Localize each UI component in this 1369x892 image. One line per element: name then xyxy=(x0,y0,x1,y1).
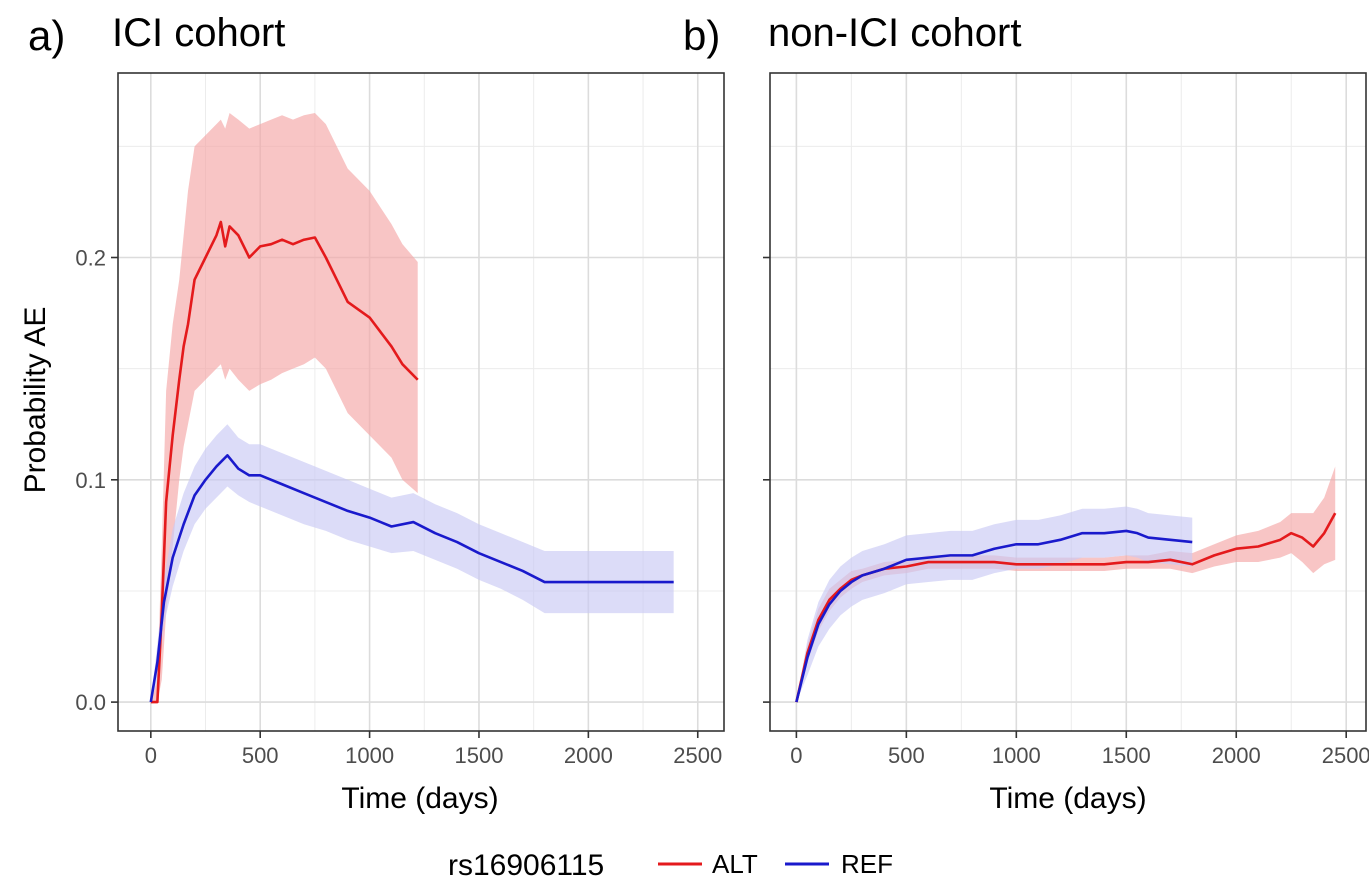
panel-title-a: ICI cohort xyxy=(112,11,285,55)
confidence-band-alt-a xyxy=(150,113,418,703)
confidence-band-ref-a xyxy=(150,424,674,703)
x-tick-label-b: 0 xyxy=(790,743,802,768)
legend: rs16906115 ALT REF xyxy=(448,849,893,882)
x-axis-title-a: Time (days) xyxy=(341,782,498,815)
x-tick-label-a: 0 xyxy=(145,743,157,768)
y-tick-label-a: 0.2 xyxy=(75,246,106,271)
plot-area-b: 0 500 1000 1500 2000 2500 xyxy=(763,72,1369,768)
x-tick-label-a: 500 xyxy=(242,743,279,768)
legend-title: rs16906115 xyxy=(448,849,604,882)
x-tick-label-b: 1500 xyxy=(1102,743,1151,768)
y-tick-label-a: 0.1 xyxy=(75,468,106,493)
x-tick-label-a: 2500 xyxy=(673,743,722,768)
x-tick-label-a: 1000 xyxy=(345,743,394,768)
panel-border-b xyxy=(769,72,1367,732)
panel-border-a xyxy=(117,72,725,732)
legend-label-ref: REF xyxy=(841,849,893,879)
plot-background-b xyxy=(770,73,1366,731)
panel-letter-b: b) xyxy=(683,12,720,59)
legend-label-alt: ALT xyxy=(712,849,758,879)
x-tick-label-b: 2500 xyxy=(1322,743,1369,768)
panel-b: b) non-ICI cohort 0 500 1000 1500 2000 2500 T… xyxy=(683,11,1369,815)
confidence-band-ref-b xyxy=(796,506,1193,703)
x-tick-label-b: 1000 xyxy=(992,743,1041,768)
x-tick-label-a: 2000 xyxy=(564,743,613,768)
series-line-alt-b xyxy=(795,512,1337,703)
series-line-ref-a xyxy=(149,454,674,703)
y-tick-label-a: 0.0 xyxy=(75,690,106,715)
panel-title-b: non-ICI cohort xyxy=(768,11,1021,55)
x-axis-title-b: Time (days) xyxy=(989,782,1146,815)
x-tick-label-a: 1500 xyxy=(454,743,503,768)
series-line-alt-a xyxy=(150,220,419,704)
panel-letter-a: a) xyxy=(28,12,65,59)
panel-a: a) ICI cohort 0 500 1000 1500 2000 2500 0.0 0.1… xyxy=(19,11,725,815)
x-tick-label-b: 500 xyxy=(888,743,925,768)
plot-area-a: 0 500 1000 1500 2000 2500 0.0 0.1 0.2 xyxy=(75,72,725,768)
series-line-ref-b xyxy=(795,529,1193,703)
x-tick-label-b: 2000 xyxy=(1212,743,1261,768)
y-axis-title-a: Probability AE xyxy=(19,307,52,494)
